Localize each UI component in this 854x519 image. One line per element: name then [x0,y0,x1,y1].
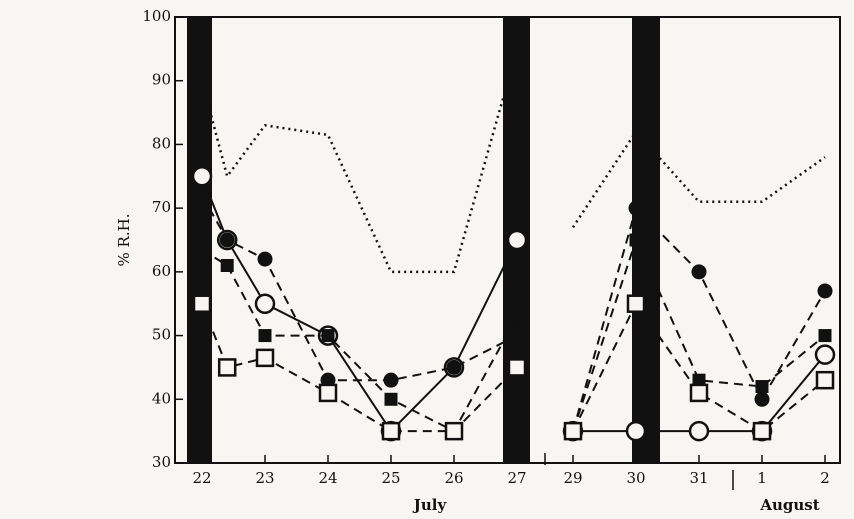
y-tick-label: 50 [152,326,171,344]
x-tick-label: 2 [820,469,830,487]
x-tick-label: 24 [318,469,337,487]
marker [625,420,647,442]
x-tick-label: 1 [757,469,767,487]
marker [255,348,275,368]
dark-band [187,17,212,463]
marker [219,232,235,248]
y-tick-label: 80 [152,134,171,152]
marker [217,358,237,377]
marker [688,420,710,442]
marker [752,421,772,441]
marker [755,380,769,394]
marker [321,329,335,343]
marker [192,294,212,313]
y-axis-label: % R.H. [115,214,133,267]
month-label: July [412,496,448,514]
marker [194,187,210,203]
x-tick-label: 29 [563,469,582,487]
marker [754,391,770,407]
y-tick-label: 100 [142,7,171,25]
marker [626,294,646,313]
month-label: August [759,496,819,514]
series-line [200,48,826,274]
x-tick-label: 26 [444,469,463,487]
x-tick-label: 23 [255,469,274,487]
y-tick-label: 60 [152,262,171,280]
marker [507,358,527,377]
marker [254,293,276,314]
marker [628,200,644,216]
marker [814,344,836,365]
marker [510,309,524,323]
marker [258,329,272,343]
marker [818,329,832,343]
x-tick-label: 27 [507,469,526,487]
marker [691,264,707,280]
x-tick-label: 25 [381,469,400,487]
x-tick-label: 31 [689,469,708,487]
marker [563,421,583,441]
marker [318,383,338,403]
marker [446,359,462,375]
marker [815,370,835,390]
marker [195,243,209,257]
marker [629,233,643,247]
marker [817,283,833,299]
x-tick-label: 22 [192,469,211,487]
marker [689,383,709,403]
marker [444,421,464,441]
marker [506,229,528,251]
marker [381,421,401,441]
x-tick-label: 30 [626,469,645,487]
y-tick-label: 30 [152,453,171,471]
y-tick-label: 90 [152,71,171,89]
marker [191,166,213,187]
marker [384,392,398,406]
marker [383,372,399,388]
y-tick-label: 40 [152,389,171,407]
y-tick-label: 70 [152,198,171,216]
plot-frame [174,16,841,464]
marker [257,251,273,267]
marker [509,328,525,344]
marker [220,258,234,272]
